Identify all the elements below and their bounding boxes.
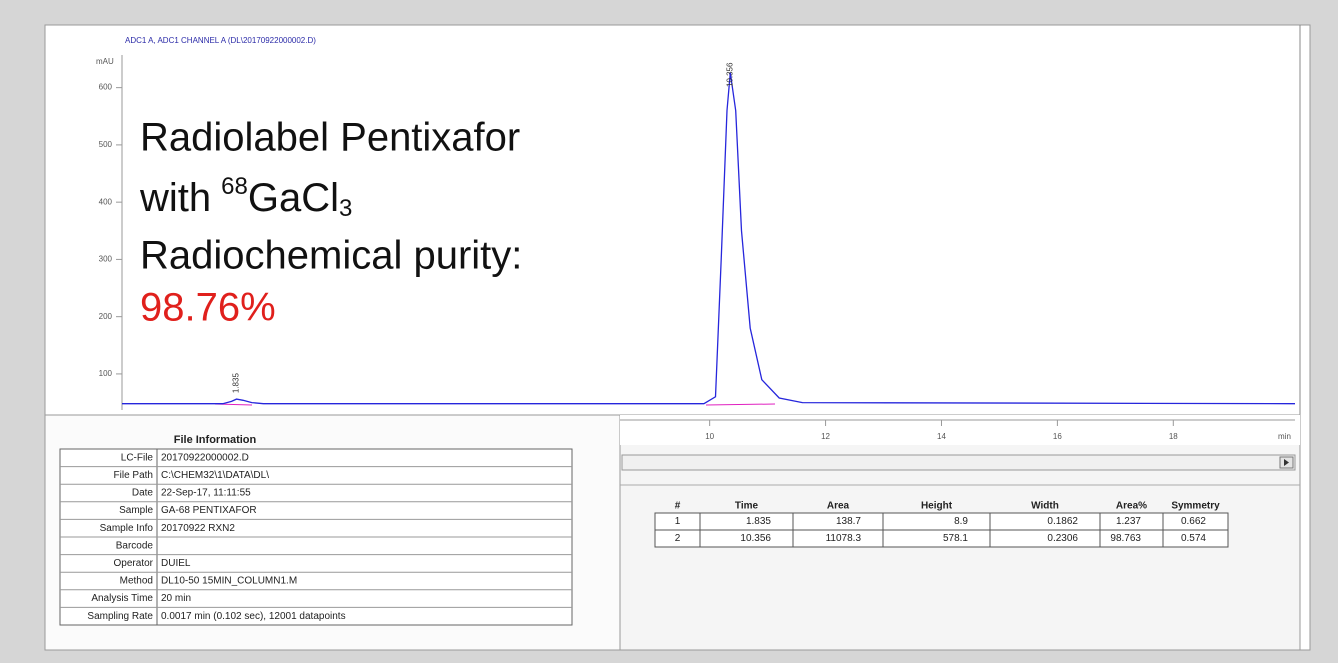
y-unit: mAU (96, 57, 114, 66)
peak-table-value: 1 (675, 516, 681, 527)
integration-baseline (705, 403, 776, 406)
y-tick-label: 200 (99, 312, 113, 321)
y-tick-label: 600 (99, 83, 113, 92)
y-tick-label: 400 (99, 197, 113, 206)
y-tick-label: 500 (99, 140, 113, 149)
file-info-title: File Information (174, 434, 257, 446)
file-info-value: C:\CHEM32\1\DATA\DL\ (161, 470, 269, 481)
x-tick-label: 12 (821, 432, 830, 441)
plot (122, 72, 1296, 405)
scrollbar[interactable] (621, 454, 1296, 471)
file-info-label: Sampling Rate (87, 611, 153, 622)
peak-table-value: 0.2306 (1047, 533, 1078, 544)
x-unit: min (1278, 432, 1291, 441)
peak-table-value: 10.356 (740, 533, 771, 544)
chart-title: ADC1 A, ADC1 CHANNEL A (DL\2017092200000… (125, 36, 316, 45)
x-tick-label: 18 (1169, 432, 1178, 441)
y-tick-label: 100 (99, 369, 113, 378)
overlay-line2: with 68GaCl3 (139, 173, 352, 222)
peak-table-value: 0.662 (1181, 516, 1206, 527)
peak-table-header: Width (1031, 501, 1059, 512)
overlay-line3: Radiochemical purity: (140, 234, 522, 278)
peak-table-value: 1.237 (1116, 516, 1141, 527)
peak-table-value: 578.1 (943, 533, 968, 544)
purity: 98.76% (140, 286, 276, 330)
file-info-value: 20 min (161, 593, 191, 604)
file-info-label: Analysis Time (91, 593, 153, 604)
peak-table-header: Time (735, 501, 759, 512)
peak-table-value: 2 (675, 533, 681, 544)
peak-table-value: 0.1862 (1047, 516, 1078, 527)
peak-label: 1.835 (232, 373, 241, 394)
peak-table-cell (1162, 529, 1229, 548)
peak-table-header: Height (921, 501, 953, 512)
file-info-label: Operator (114, 558, 154, 569)
overlay-line1: Radiolabel Pentixafor (140, 116, 520, 160)
file-info-label: Method (120, 576, 153, 587)
peak-table-cell (989, 512, 1101, 531)
file-info-label: Sample (119, 505, 153, 516)
peak-table-header: Area (827, 501, 850, 512)
peak-table-value: 11078.3 (826, 533, 862, 544)
file-info-label: Date (132, 488, 154, 499)
peak-table-value: 8.9 (954, 516, 968, 527)
file-info-label: Barcode (116, 540, 154, 551)
peak-table-cell (882, 512, 991, 531)
arrow-icon (1284, 459, 1289, 466)
y-tick-label: 300 (99, 255, 113, 264)
file-info-value: 22-Sep-17, 11:11:55 (161, 488, 251, 499)
file-info-value: DL10-50 15MIN_COLUMN1.M (161, 576, 297, 587)
peak-table-value: 138.7 (836, 516, 861, 527)
x-tick-label: 16 (1053, 432, 1062, 441)
overlay-sup: 68 (221, 173, 248, 200)
file-info-value: GA-68 PENTIXAFOR (161, 505, 257, 516)
overlay-sub: 3 (339, 195, 352, 222)
trace (122, 72, 1296, 405)
peak-table-value: 0.574 (1181, 533, 1206, 544)
peak-table-cell (882, 529, 991, 548)
file-info-label: LC-File (121, 452, 154, 463)
peak-label: 10.356 (725, 62, 734, 87)
x-tick-label: 10 (705, 432, 714, 441)
peak-table-value: 98.763 (1110, 533, 1141, 544)
file-info-value: DUIEL (161, 558, 191, 569)
overlay-prefix: with (139, 176, 211, 220)
peak-table-header: # (675, 501, 681, 512)
peak-table-header: Area% (1116, 501, 1147, 512)
file-info-value: 0.0017 min (0.102 sec), 12001 datapoints (161, 611, 346, 622)
file-info-label: File Path (114, 470, 153, 481)
peak-table-header: Symmetry (1171, 501, 1220, 512)
file-info-value: 20170922 RXN2 (161, 523, 235, 534)
peak-table-value: 1.835 (746, 516, 771, 527)
x-tick-label: 14 (937, 432, 946, 441)
peak-table-cell (989, 529, 1101, 548)
overlay-main: GaCl (248, 176, 339, 220)
file-info-label: Sample Info (100, 523, 154, 534)
file-info-value: 20170922000002.D (161, 452, 249, 463)
